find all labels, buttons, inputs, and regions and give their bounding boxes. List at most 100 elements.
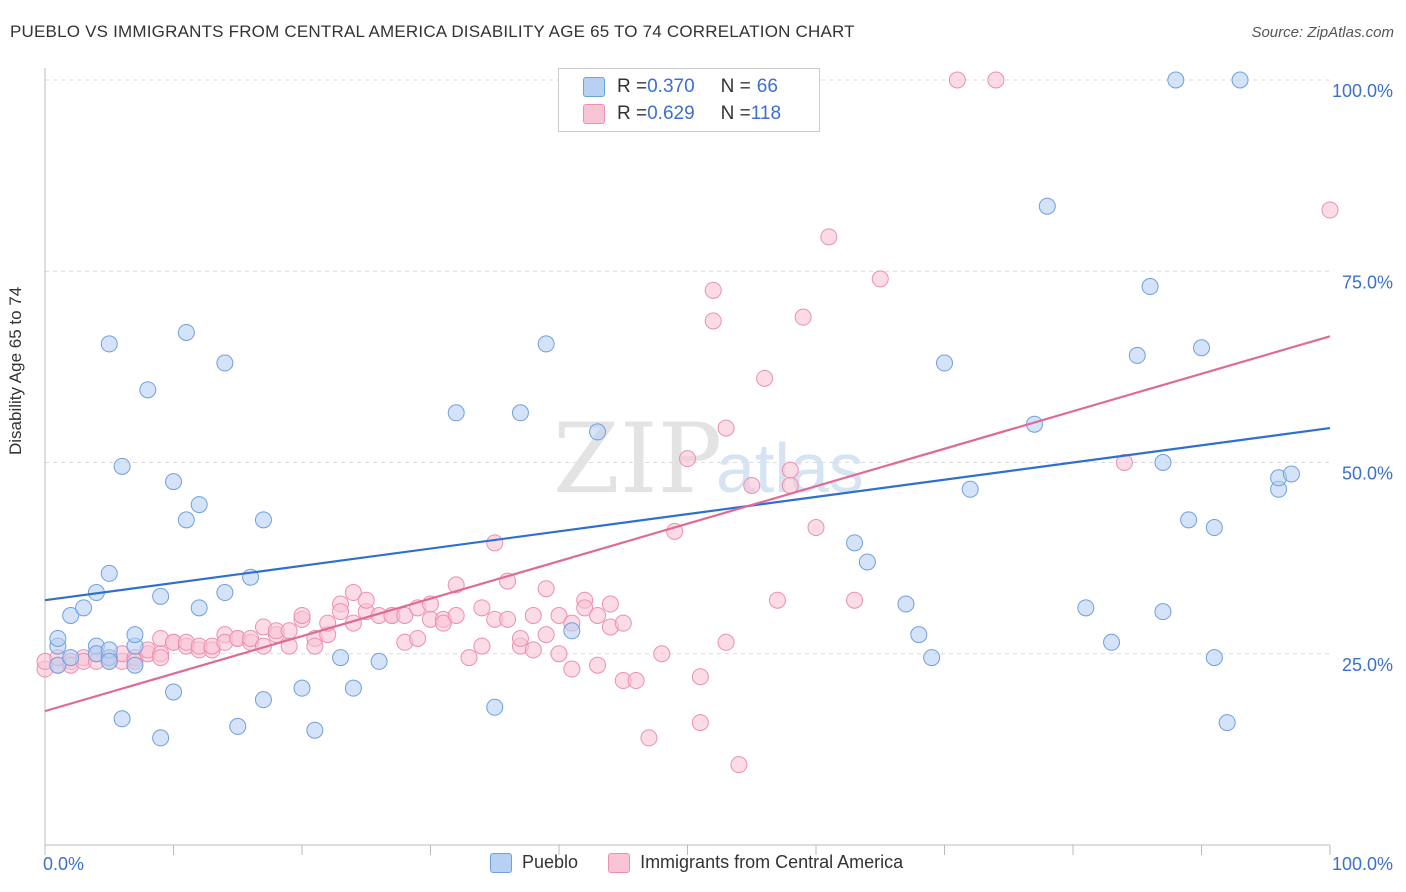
stats-legend: R = 0.370 N = 66 R = 0.629 N = 118 <box>558 68 820 132</box>
point-immigrants <box>242 629 260 647</box>
point-pueblo <box>126 656 144 674</box>
point-pueblo <box>113 710 131 728</box>
y-tick-label: 100.0% <box>1332 81 1393 101</box>
point-pueblo <box>1205 519 1223 537</box>
point-immigrants <box>563 660 581 678</box>
point-pueblo <box>1103 633 1121 651</box>
trend-line-immigrants <box>44 335 1331 713</box>
legend-label-pueblo: Pueblo <box>522 852 579 872</box>
point-pueblo <box>1282 465 1300 483</box>
point-pueblo <box>897 595 915 613</box>
legend-swatch-pueblo <box>490 852 512 873</box>
point-immigrants <box>601 595 619 613</box>
point-immigrants <box>589 607 607 624</box>
point-immigrants <box>871 270 889 288</box>
point-pueblo <box>1077 599 1095 617</box>
n-label: N = <box>720 76 751 97</box>
point-pueblo <box>563 622 581 640</box>
r-value-pueblo: 0.370 <box>647 76 695 97</box>
point-pueblo <box>62 649 80 667</box>
point-immigrants <box>280 622 298 640</box>
trend-lines <box>44 335 1331 713</box>
point-pueblo <box>293 679 311 697</box>
point-pueblo <box>216 584 234 602</box>
legend-item-immigrants[interactable]: Immigrants from Central America <box>608 852 903 873</box>
point-immigrants <box>589 656 607 674</box>
point-pueblo <box>1167 71 1185 89</box>
point-immigrants <box>627 672 645 690</box>
watermark: ZIP atlas <box>553 403 864 515</box>
point-immigrants <box>576 599 594 617</box>
point-pueblo <box>190 496 208 514</box>
point-immigrants <box>717 419 735 437</box>
point-immigrants <box>293 607 311 624</box>
point-immigrants <box>987 71 1005 89</box>
point-pueblo <box>961 480 979 498</box>
point-pueblo <box>1154 603 1172 621</box>
point-pueblo <box>332 649 350 667</box>
point-pueblo <box>858 553 876 571</box>
point-immigrants <box>730 756 748 774</box>
point-immigrants <box>537 580 555 598</box>
point-immigrants <box>653 645 671 663</box>
point-pueblo <box>589 423 607 441</box>
n-label: N = <box>720 103 751 124</box>
point-immigrants <box>486 534 504 552</box>
legend-swatch-immigrants <box>608 852 631 873</box>
series-legend: Pueblo Immigrants from Central America <box>490 852 933 873</box>
point-pueblo <box>229 717 247 735</box>
point-pueblo <box>75 599 93 617</box>
point-immigrants <box>614 614 632 632</box>
point-immigrants <box>704 281 722 299</box>
axes <box>44 68 1331 855</box>
legend-label-immigrants: Immigrants from Central America <box>640 852 904 872</box>
y-tick-label: 50.0% <box>1342 464 1393 484</box>
point-pueblo <box>344 679 362 697</box>
point-pueblo <box>254 511 272 529</box>
point-pueblo <box>254 691 272 709</box>
n-value-immigrants: 118 <box>750 103 782 124</box>
legend-item-pueblo[interactable]: Pueblo <box>490 852 578 873</box>
data-points <box>36 71 1339 774</box>
r-label: R = <box>617 76 648 97</box>
point-pueblo <box>1128 346 1146 364</box>
y-tick-label: 25.0% <box>1342 655 1393 675</box>
point-pueblo <box>370 652 388 670</box>
stats-row-immigrants: R = 0.629 N = 118 <box>583 101 781 127</box>
point-pueblo <box>1218 714 1236 732</box>
point-immigrants <box>499 610 517 628</box>
point-immigrants <box>640 729 658 747</box>
point-pueblo <box>511 404 529 422</box>
chart-title: PUEBLO VS IMMIGRANTS FROM CENTRAL AMERIC… <box>10 22 855 41</box>
point-pueblo <box>486 698 504 716</box>
point-immigrants <box>679 450 696 468</box>
point-immigrants <box>409 629 427 647</box>
point-immigrants <box>537 626 555 644</box>
point-pueblo <box>923 649 941 667</box>
point-immigrants <box>473 599 491 617</box>
r-value-immigrants: 0.629 <box>647 103 695 124</box>
point-pueblo <box>1231 71 1249 89</box>
point-pueblo <box>910 626 928 644</box>
point-immigrants <box>1115 454 1133 471</box>
point-immigrants <box>846 591 864 609</box>
source-label: Source: ZipAtlas.com <box>1251 24 1394 41</box>
point-immigrants <box>550 645 568 663</box>
trend-line-pueblo <box>44 426 1331 602</box>
point-pueblo <box>1141 278 1159 296</box>
stats-row-pueblo: R = 0.370 N = 66 <box>583 74 778 100</box>
point-pueblo <box>306 721 324 739</box>
x-tick-label: 0.0% <box>43 854 84 874</box>
n-value-pueblo: 66 <box>756 76 778 97</box>
point-immigrants <box>743 476 761 494</box>
point-immigrants <box>948 71 966 89</box>
point-immigrants <box>447 607 465 624</box>
x-tick-label: 100.0% <box>1332 854 1393 874</box>
point-immigrants <box>460 649 478 667</box>
point-pueblo <box>846 534 864 552</box>
point-pueblo <box>100 335 118 353</box>
point-pueblo <box>165 683 182 701</box>
point-immigrants <box>807 519 825 537</box>
point-pueblo <box>537 335 555 353</box>
point-pueblo <box>177 323 195 341</box>
